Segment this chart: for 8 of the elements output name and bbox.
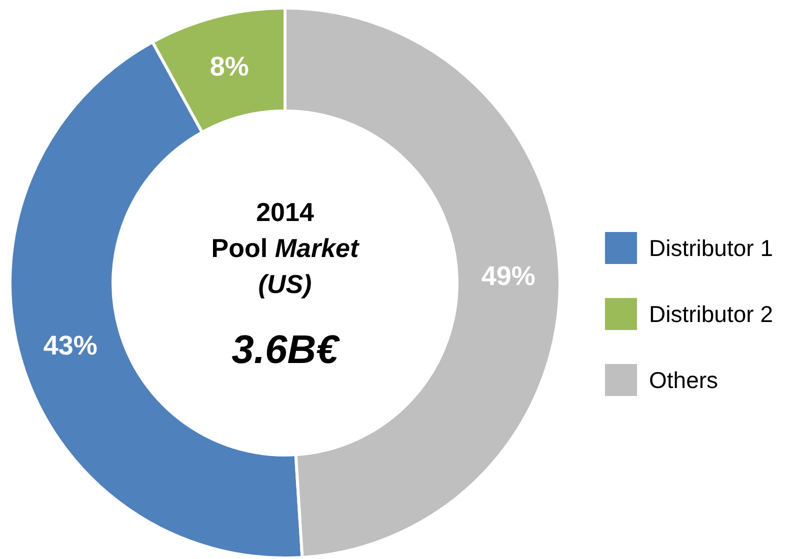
data-label: 8% (210, 52, 249, 82)
legend-label: Distributor 2 (649, 301, 773, 327)
data-label: 43% (43, 330, 98, 360)
legend-label: Distributor 1 (649, 235, 773, 261)
legend-label: Others (649, 367, 718, 393)
text: 3.6B€ (232, 328, 340, 372)
data-label: 49% (481, 260, 536, 291)
text: 2014 Pool Market (US) (211, 197, 360, 299)
